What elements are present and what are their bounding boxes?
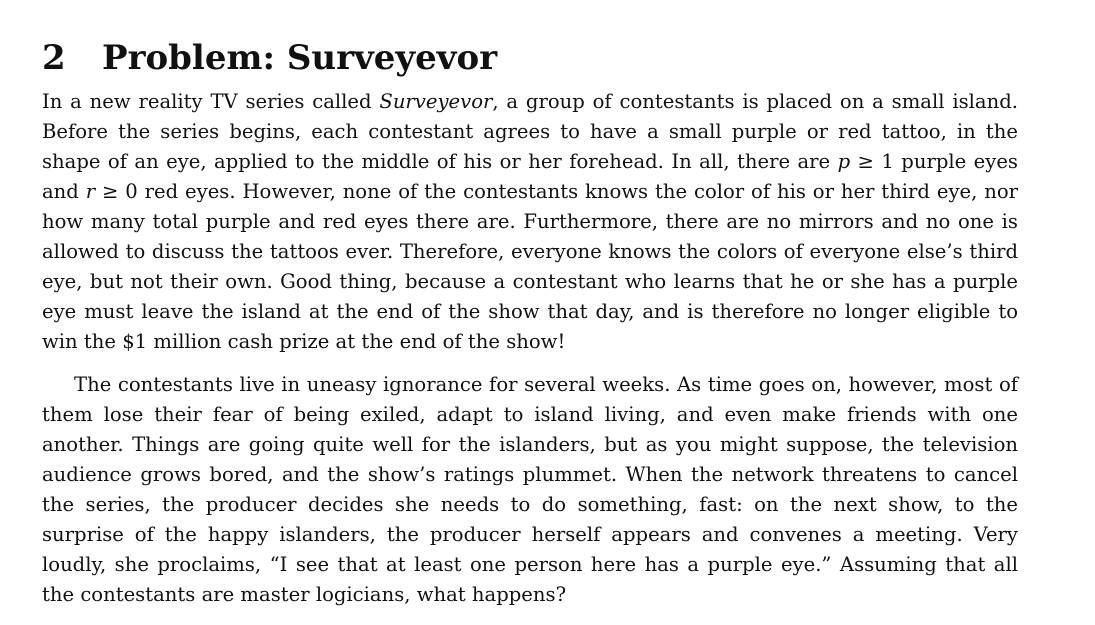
r-condition: ≥ 0 [95,180,138,203]
p-variable: p [837,150,851,173]
problem-paragraph-2: The contestants live in uneasy ignorance… [42,373,1018,606]
problem-paragraph-1: In a new reality TV series called Survey… [42,87,1018,357]
paragraph-1-intro: In a new reality TV series called [42,90,380,113]
section-title: Problem: Surveyevor [102,38,498,79]
section-number: 2 [42,38,66,79]
paragraph-1-middle: purple eyes and [42,150,1018,203]
p-condition: ≥ 1 [850,150,894,173]
r-variable: r [85,180,96,203]
paragraph-1-body: , a group of contestants is placed on a … [42,90,1018,173]
section-heading: 2 Problem: Surveyevor [42,36,497,80]
paragraph-1-ending: red eyes. However, none of the contestan… [42,180,1019,353]
show-title: Surveyevor [379,90,493,113]
